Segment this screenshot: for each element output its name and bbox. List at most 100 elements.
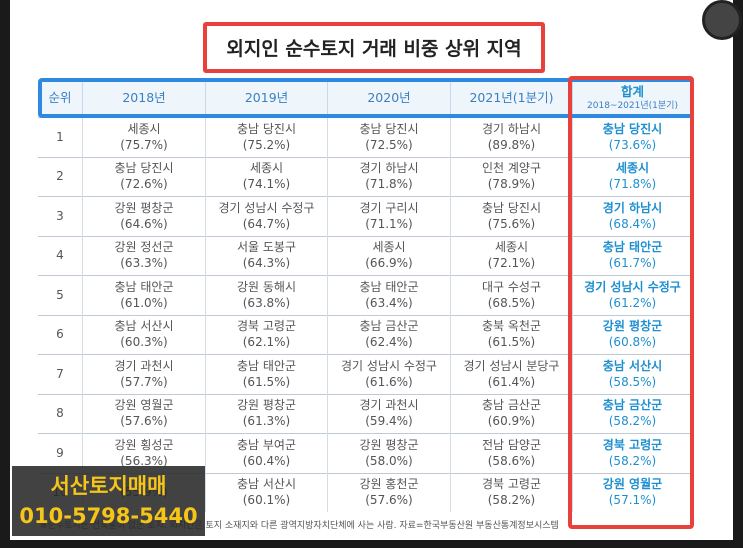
cell: 경북 고령군 (58.2%)	[572, 433, 692, 473]
share: (62.1%)	[242, 335, 291, 350]
header-cell: 순위	[38, 79, 82, 117]
share: (60.3%)	[120, 335, 168, 350]
share: (64.3%)	[242, 256, 291, 271]
cell: 강원 평창군 (64.6%)	[82, 196, 205, 236]
region: 충남 태안군	[114, 279, 174, 294]
share: (72.1%)	[487, 256, 536, 271]
region: 충남 금산군	[359, 319, 419, 334]
region: 강원 평창군	[114, 200, 174, 215]
cell: 경기 성남시 분당구 (61.4%)	[450, 354, 572, 394]
rank: 7	[56, 366, 64, 381]
share: (72.6%)	[120, 177, 168, 192]
cell: 충남 서산시 (60.3%)	[82, 314, 205, 354]
row-line	[38, 235, 692, 237]
rank: 4	[56, 248, 64, 263]
region: 충북 옥천군	[481, 319, 541, 334]
share: (61.0%)	[120, 295, 168, 310]
cell: 강원 평창군 (60.8%)	[572, 314, 692, 354]
region: 경북 고령군	[481, 477, 541, 492]
cell: 강원 동해시 (63.8%)	[205, 275, 327, 315]
share: (72.5%)	[365, 137, 413, 152]
share: (58.5%)	[608, 374, 657, 389]
share: (89.8%)	[487, 137, 536, 152]
share: (62.4%)	[365, 335, 413, 350]
share: (61.5%)	[242, 374, 291, 389]
row-line	[38, 393, 692, 395]
header-text: 2018년	[122, 90, 166, 105]
share: (57.7%)	[120, 374, 168, 389]
row-line	[38, 354, 692, 355]
total-highlight	[568, 76, 694, 529]
region: 강원 영월군	[602, 477, 663, 492]
region: 세종시	[615, 161, 650, 176]
region: 강원 평창군	[602, 319, 663, 334]
region: 강원 평창군	[236, 398, 296, 413]
header-text: 순위	[48, 90, 72, 105]
watermark-phone: 010-5798-5440	[19, 504, 198, 528]
cell: 충남 당진시 (72.6%)	[82, 156, 205, 196]
region: 경북 고령군	[602, 437, 663, 452]
region: 경기 하남시	[481, 121, 541, 136]
cell: 강원 횡성군 (56.3%)	[82, 433, 205, 473]
region: 전남 담양군	[481, 437, 541, 452]
share: (59.4%)	[365, 414, 413, 429]
region: 충남 당진시	[481, 200, 541, 215]
cell: 충남 태안군 (61.5%)	[205, 354, 327, 394]
region: 충남 당진시	[602, 121, 663, 136]
cell: 서울 도봉구 (64.3%)	[205, 235, 327, 275]
region: 경기 성남시 분당구	[463, 358, 560, 373]
cell: 강원 영월군 (57.6%)	[82, 393, 205, 433]
share: (57.6%)	[120, 414, 168, 429]
cell: 경기 하남시 (71.8%)	[327, 156, 450, 196]
cell: 세종시 (75.7%)	[82, 117, 205, 157]
share: (63.4%)	[365, 295, 413, 310]
region: 충남 태안군	[359, 279, 419, 294]
cell: 경기 구리시 (71.1%)	[327, 196, 450, 236]
share: (61.6%)	[365, 374, 413, 389]
region: 강원 정선군	[114, 240, 174, 255]
region: 경기 성남시 수정구	[584, 279, 681, 294]
header-cell: 합계 2018~2021년(1분기)	[572, 79, 692, 117]
corner-icon	[702, 0, 742, 40]
share: (74.1%)	[242, 177, 291, 192]
rank: 1	[56, 129, 64, 144]
region: 충남 당진시	[236, 121, 296, 136]
share: (66.9%)	[365, 256, 413, 271]
share: (68.4%)	[608, 216, 657, 231]
region: 경기 하남시	[359, 161, 419, 176]
share: (61.2%)	[608, 295, 657, 310]
region: 인천 계양구	[481, 161, 541, 176]
cell: 경기 과천시 (59.4%)	[327, 393, 450, 433]
rank: 8	[56, 406, 64, 421]
cell: 강원 정선군 (63.3%)	[82, 235, 205, 275]
cell: 세종시 (74.1%)	[205, 156, 327, 196]
share: (78.9%)	[487, 177, 536, 192]
region: 강원 영월군	[114, 398, 174, 413]
cell: 전남 담양군 (58.6%)	[450, 433, 572, 473]
region: 충남 금산군	[602, 398, 663, 413]
share: (71.1%)	[365, 216, 413, 231]
watermark-name: 서산토지매매	[50, 474, 167, 498]
row-line	[38, 314, 692, 316]
share: (60.8%)	[608, 335, 657, 350]
cell: 충남 부여군 (60.4%)	[205, 433, 327, 473]
cell: 세종시 (66.9%)	[327, 235, 450, 275]
cell: 경기 성남시 수정구 (64.7%)	[205, 196, 327, 236]
header-cell: 2019년	[205, 79, 327, 117]
region: 세종시	[127, 121, 161, 136]
region: 충남 서산시	[602, 358, 663, 373]
cell: 강원 평창군 (61.3%)	[205, 393, 327, 433]
region: 경기 과천시	[359, 398, 419, 413]
share: (61.5%)	[487, 335, 536, 350]
cell: 세종시 (72.1%)	[450, 235, 572, 275]
region: 경기 하남시	[602, 200, 663, 215]
cell: 인천 계양구 (78.9%)	[450, 156, 572, 196]
header-cell: 2020년	[327, 79, 450, 117]
region: 강원 동해시	[236, 279, 296, 294]
region: 충남 부여군	[236, 437, 296, 452]
region: 충남 금산군	[481, 398, 541, 413]
share: (64.7%)	[242, 216, 291, 231]
row-line	[38, 156, 692, 158]
cell: 충남 금산군 (60.9%)	[450, 393, 572, 433]
